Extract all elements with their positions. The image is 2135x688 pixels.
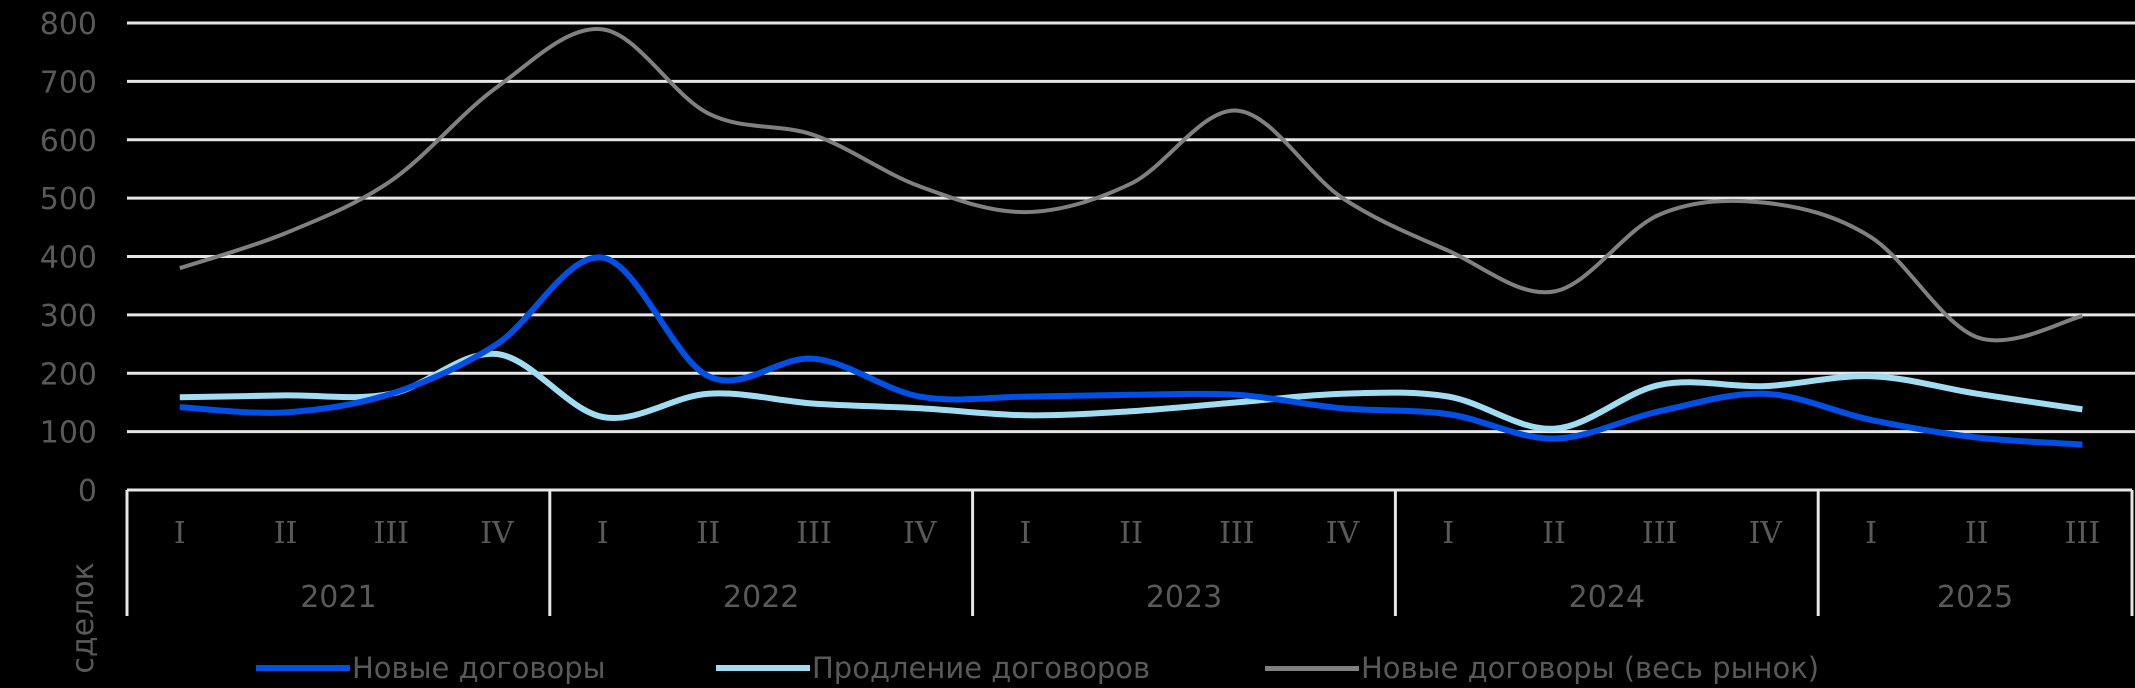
y-tick-label: 700	[40, 65, 97, 100]
x-quarter-label: III	[373, 516, 409, 551]
legend-swatch-renewals	[716, 665, 810, 671]
x-quarter-label: II	[696, 516, 720, 551]
x-quarter-label: I	[597, 516, 609, 551]
x-year-label: 2024	[1569, 580, 1645, 615]
x-quarter-label: II	[1965, 516, 1989, 551]
legend-item-new-contracts[interactable]: Новые договоры	[256, 648, 606, 688]
legend-label: Новые договоры (весь рынок)	[1361, 651, 1820, 685]
x-year-label: 2023	[1146, 580, 1222, 615]
x-quarter-label: III	[1219, 516, 1255, 551]
series-lines	[179, 27, 2083, 448]
series-new-contracts	[179, 254, 2083, 448]
y-tick-label: 600	[40, 124, 97, 159]
y-tick-label: 800	[40, 7, 97, 42]
x-quarter-label: III	[1642, 516, 1678, 551]
legend-item-whole-market[interactable]: Новые договоры (весь рынок)	[1265, 648, 1819, 688]
legend-item-renewals[interactable]: Продление договоров	[716, 648, 1150, 688]
y-tick-label: 300	[40, 299, 97, 334]
series-renewals	[179, 350, 2083, 432]
x-year-label: 2025	[1937, 580, 2013, 615]
y-tick-label: 500	[40, 182, 97, 217]
x-quarter-label: II	[1542, 516, 1566, 551]
y-tick-label: 0	[78, 474, 97, 509]
x-quarter-label: III	[796, 516, 832, 551]
x-quarter-label: IV	[903, 516, 938, 551]
legend-label: Новые договоры	[352, 651, 606, 685]
x-quarter-label: IV	[1749, 516, 1784, 551]
y-tick-label: 200	[40, 357, 97, 392]
x-quarter-label: I	[1865, 516, 1877, 551]
x-quarter-label: IV	[480, 516, 515, 551]
x-quarter-label: I	[1442, 516, 1454, 551]
legend: Новые договоры Продление договоров Новые…	[0, 648, 2135, 688]
x-quarter-label: II	[274, 516, 298, 551]
y-tick-label: 100	[40, 416, 97, 451]
y-axis-ticks: 0 100 200 300 400 500 600 700 800	[40, 7, 97, 509]
series-whole-market	[179, 27, 2083, 343]
legend-swatch-whole-market	[1265, 665, 1359, 671]
x-quarter-label: I	[174, 516, 186, 551]
x-quarter-label: II	[1119, 516, 1143, 551]
x-quarter-label: I	[1020, 516, 1032, 551]
x-year-label: 2022	[723, 580, 799, 615]
gridlines	[127, 21, 2135, 434]
x-year-label: 2021	[300, 580, 376, 615]
x-quarter-label: III	[2065, 516, 2101, 551]
legend-swatch-new-contracts	[256, 665, 350, 671]
y-axis-title: сделок	[66, 562, 101, 673]
legend-label: Продление договоров	[812, 651, 1151, 685]
x-quarter-label: IV	[1326, 516, 1361, 551]
y-tick-label: 400	[40, 241, 97, 276]
